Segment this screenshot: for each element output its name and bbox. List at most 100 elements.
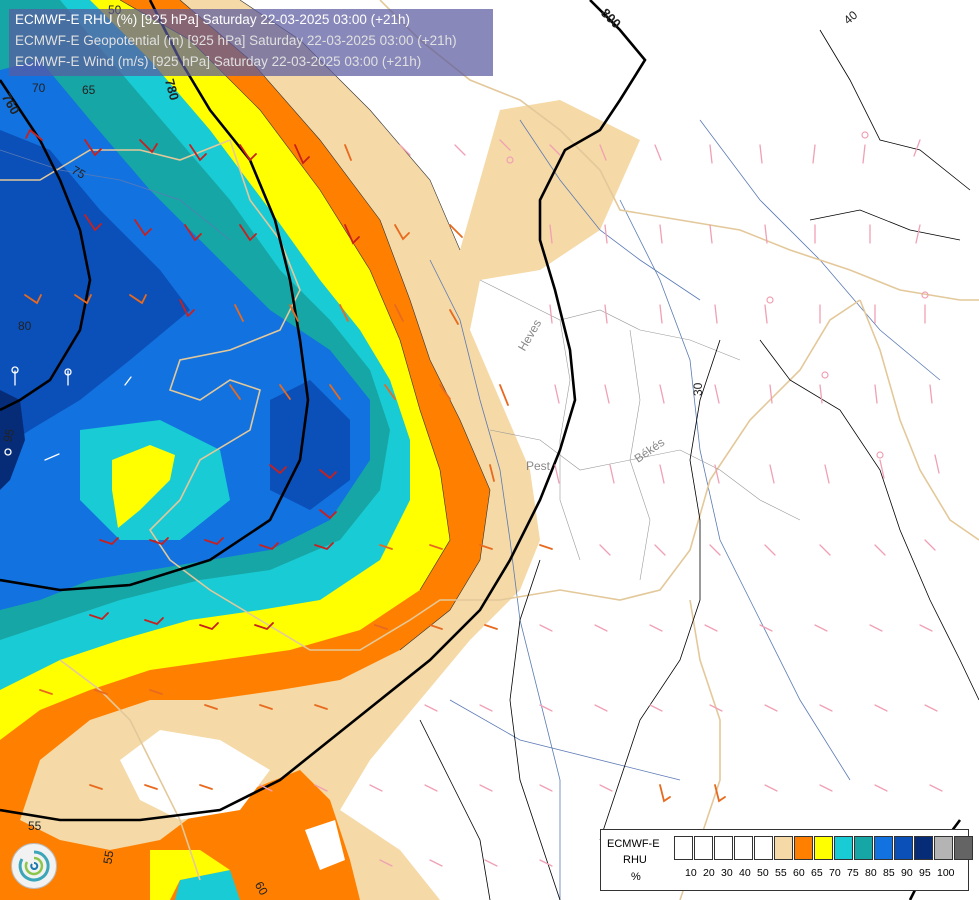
wind-barb-icon [179,299,195,318]
legend-model: ECMWF-E [607,838,660,850]
rhu-90-band [0,390,25,490]
humidity-label-95: 95 [0,427,17,444]
legend-swatches [674,836,974,860]
wind-barb-icon [399,144,411,156]
wind-barb-icon [709,544,721,556]
legend-tick-60: 60 [793,867,805,879]
humidity-label-55b: 55 [100,849,116,865]
place-labels: Heves Pest Békés [515,317,667,473]
wind-barb-icon [139,139,158,154]
wind-barb-icon [144,617,164,626]
legend-swatch-100 [954,836,973,860]
wind-barb-icon [874,384,878,404]
wind-barb-icon [649,704,663,712]
geopotential-label-780: 780 [162,77,182,102]
legend-swatch-10 [674,836,693,860]
humidity-label-70: 70 [32,81,46,95]
legend-swatch-65 [814,836,833,860]
geopotential-label-800: 800 [598,5,624,31]
rhu-50-pocket-south [120,730,270,820]
wind-barb-icon [149,537,169,546]
place-label-heves: Heves [515,317,544,353]
wind-barb-icon [659,464,665,484]
wind-barb-icon [394,304,404,322]
wind-barb-icon [499,384,509,406]
legend-tick-80: 80 [865,867,877,879]
wind-barb-icon [424,704,438,712]
wind-barb-icon [659,224,663,244]
wind-barb-icon [429,624,443,630]
wind-barb-icon [499,139,511,151]
rhu-70-pocket-south [175,870,240,900]
wind-barb-icon [709,224,713,244]
legend-swatch-75 [854,836,873,860]
wind-barb-icon [484,859,498,867]
wind-barb-icon [44,453,60,461]
wind-barb-icon [319,509,337,520]
legend-tick-65: 65 [811,867,823,879]
county-borders [479,279,801,581]
legend-swatch-90 [914,836,933,860]
wind-barb-icon [594,704,608,712]
wind-barb-icon [189,144,207,162]
wind-barb-icon [714,784,726,803]
legend-tick-50: 50 [757,867,769,879]
wind-barb-icon [924,704,938,712]
wind-barb-icon [862,144,866,164]
wind-barb-icon [259,704,273,710]
title-geopotential: ECMWF-E Geopotential (m) [925 hPa] Satur… [15,33,457,48]
wind-barb-icon [874,784,888,792]
wind-barb-icon [764,224,768,244]
wind-barb-icon [199,784,213,790]
legend-tick-40: 40 [739,867,751,879]
wind-barb-icon [229,384,241,400]
wind-barb-icon [819,784,833,792]
wind-barb-icon [659,384,665,404]
wind-barb-icon [814,624,828,632]
legend-swatch-20 [694,836,713,860]
wind-barb-icon [654,544,666,556]
wind-barb-icon [344,224,360,245]
wind-barb-icon [439,384,451,400]
wind-barb-icon [819,704,833,712]
legend-swatch-80 [874,836,893,860]
rhu-50-pocket-sw [305,820,345,870]
wind-barb-icon [604,304,608,324]
wind-barb-icon [199,622,219,631]
wind-barb-icon [924,539,936,551]
wind-barb-icon [254,622,274,631]
wind-barbs [4,129,943,867]
wind-barb-icon [539,624,553,632]
wind-barb-icon [819,384,823,404]
legend-swatch-85 [894,836,913,860]
legend-tick-30: 30 [721,867,733,879]
wind-barb-icon [294,144,310,165]
ecmwf-logo-icon [11,843,57,889]
wind-barb-icon [259,784,273,792]
wind-barb-icon [314,784,328,792]
wind-barb-icon [879,459,885,479]
wind-barb-icon [549,304,553,324]
wind-barb-icon [819,544,831,556]
wind-barb-icon [824,464,830,484]
wind-barb-icon [259,542,279,551]
wind-barb-icon [144,784,158,790]
legend-tick-55: 55 [775,867,787,879]
rhu-65-pocket [112,445,175,528]
wind-barb-icon [489,464,495,482]
wind-barb-icon [549,144,561,156]
wind-barb-icon [269,464,287,475]
wind-barb-icon [94,689,108,695]
wind-barb-icon [479,544,493,550]
place-label-bekes: Békés [632,435,667,466]
wind-barb-icon [384,384,396,400]
wind-barb-icon [709,144,713,164]
legend-unit: % [631,871,641,883]
wind-barb-icon [314,704,328,710]
humidity-label-55: 55 [28,819,42,833]
wind-barb-icon [659,304,663,324]
wind-barb-icon [764,784,778,792]
wind-barb-icon [279,384,291,400]
wind-barb-icon [339,304,349,322]
wind-barb-icon [539,544,553,550]
